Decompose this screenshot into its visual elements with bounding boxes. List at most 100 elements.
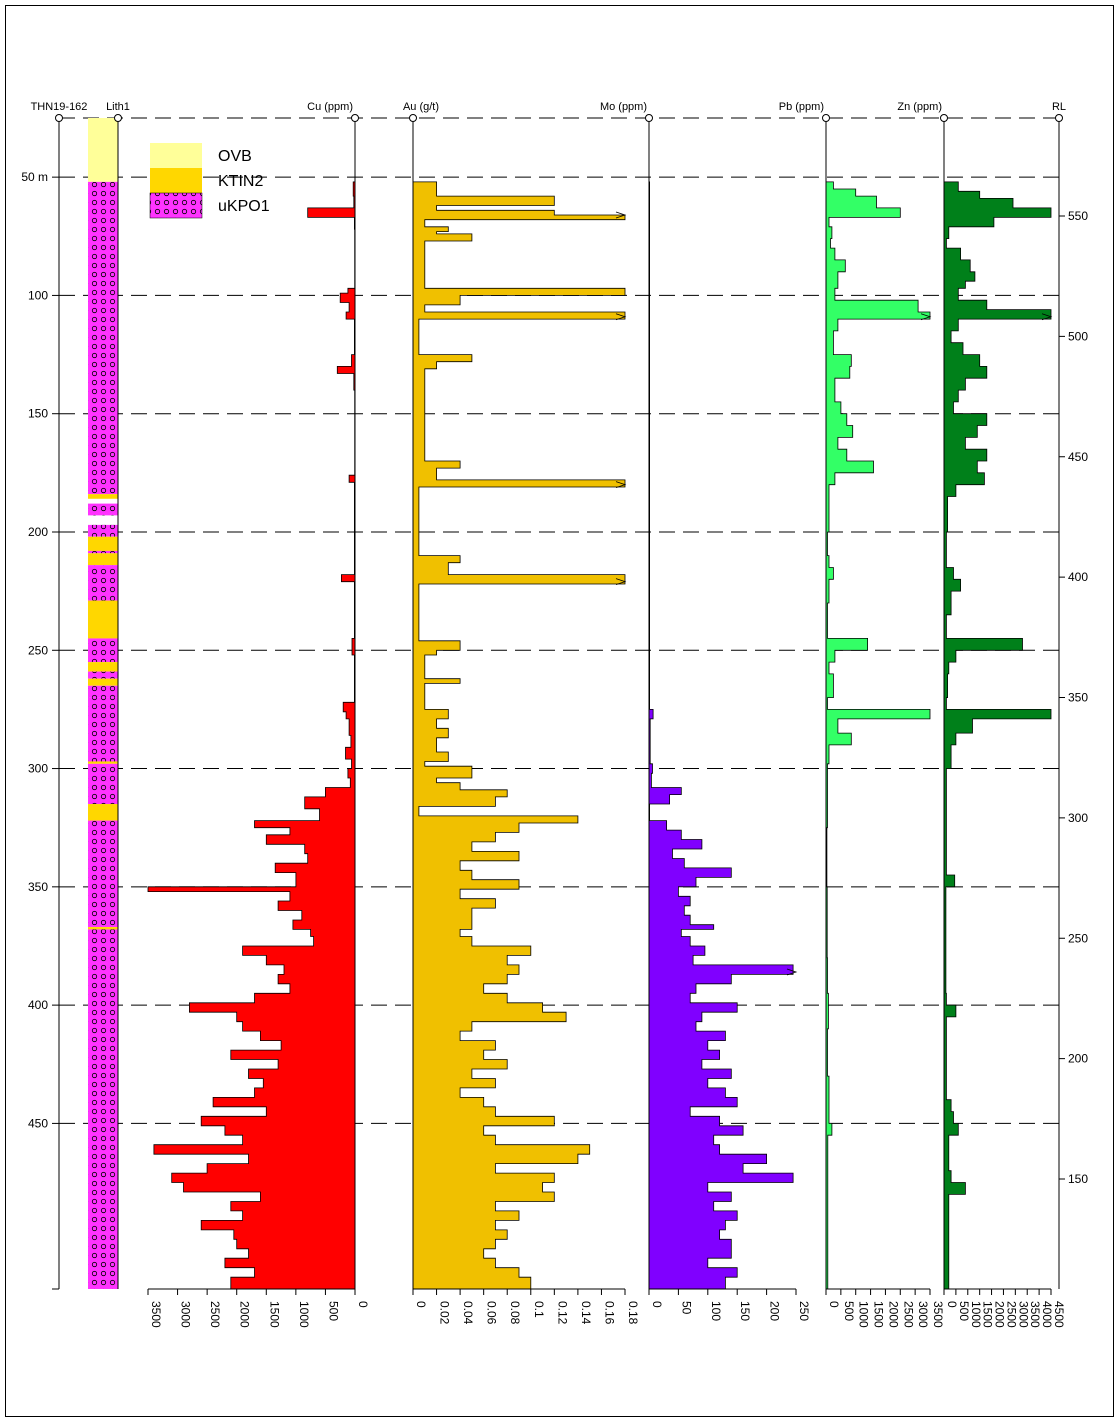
series-x-tick-label: 500 [326, 1301, 340, 1321]
lith-interval-ukpo1 [88, 638, 118, 663]
rl-header-label: RL [1052, 101, 1066, 113]
series-x-tick-label: 2500 [1004, 1301, 1018, 1328]
lith-interval-ukpo1 [88, 697, 118, 762]
series-x-tick-label: 4500 [1052, 1301, 1066, 1328]
series-x-tick-label: 0 [356, 1301, 370, 1308]
legend-swatch-ovb [150, 143, 202, 168]
series-x-tick-label: 500 [957, 1301, 971, 1321]
depth-tick-label: 150 [28, 407, 48, 421]
series-header-label: Pb (ppm) [779, 101, 824, 113]
rl-tick-label: 300 [1068, 811, 1088, 825]
lith-interval-ukpo1 [88, 503, 118, 516]
lith-interval-ukpo1 [88, 685, 118, 698]
depth-tick-label: 400 [28, 998, 48, 1012]
series-x-tick-label: 0.12 [555, 1301, 569, 1325]
lith-interval-ktin2 [88, 761, 118, 764]
series-x-tick-label: 2500 [901, 1301, 915, 1328]
lith-interval-ukpo1 [88, 763, 118, 805]
depth-tick-label: 200 [28, 525, 48, 539]
overflow-arrow [1041, 313, 1053, 321]
lith-axis-marker [114, 114, 122, 122]
lith-interval-ukpo1 [88, 671, 118, 679]
series-header-label: Zn (ppm) [897, 101, 942, 113]
series-x-tick-label: 500 [842, 1301, 856, 1321]
lith-header-label: Lith1 [106, 101, 130, 113]
rl-tick-label: 150 [1068, 1172, 1088, 1186]
depth-tick-label: 100 [28, 288, 48, 302]
series-axis-marker [409, 114, 417, 122]
series-axis-marker [940, 114, 948, 122]
legend-swatch-ukpo1 [149, 192, 203, 219]
series-x-tick-label: 0 [945, 1301, 959, 1308]
series-x-tick-label: 50 [679, 1301, 693, 1315]
series-header-label: Au (g/t) [403, 101, 439, 113]
legend-label-ktin2: KTIN2 [218, 173, 263, 190]
series-area [412, 181, 626, 1290]
series-x-tick-label: 150 [738, 1301, 752, 1321]
lith-interval-ukpo1 [88, 181, 118, 495]
series-x-tick-label: 1500 [267, 1301, 281, 1328]
overflow-arrow [920, 313, 932, 321]
series-x-tick-label: 0.02 [438, 1301, 452, 1325]
lith-interval-ktin2 [88, 804, 118, 821]
legend-label-ukpo1: uKPO1 [218, 198, 270, 215]
series-au [412, 181, 627, 1290]
series-x-tick-label: 0.14 [579, 1301, 593, 1325]
labels: THN19-162 Lith1 RL 50 m 100 150 200 250 300 35… [21, 101, 1088, 1328]
series-mo [648, 181, 798, 1290]
series-x-tick-label: 1500 [981, 1301, 995, 1328]
lith-interval-ovb [88, 118, 118, 182]
overflow-arrow [615, 211, 627, 219]
lith-interval-ukpo1 [88, 820, 118, 928]
series-x-tick-label: 3500 [1028, 1301, 1042, 1328]
legend-swatch-ktin2 [150, 168, 202, 193]
overflow-arrow [615, 313, 627, 321]
series-x-tick-label: 100 [709, 1301, 723, 1321]
legend-label-ovb: OVB [218, 148, 252, 165]
series-x-tick-label: 2000 [993, 1301, 1007, 1328]
rl-tick-label: 500 [1068, 329, 1088, 343]
depth-axis-marker [55, 114, 63, 122]
series-header-label: Mo (ppm) [600, 101, 647, 113]
series-x-tick-label: 2000 [238, 1301, 252, 1328]
overflow-arrow [615, 578, 627, 586]
hole-id-label: THN19-162 [31, 101, 88, 113]
axes [52, 114, 1065, 1295]
series-x-tick-label: 0 [650, 1301, 664, 1308]
series-x-tick-label: 0.06 [485, 1301, 499, 1325]
series-area [648, 181, 794, 1290]
lithology-legend: OVB KTIN2 uKPO1 [149, 143, 270, 219]
series-axis-marker [645, 114, 653, 122]
lith-interval-ktin2 [88, 536, 118, 551]
series-pb [825, 181, 932, 1290]
rl-tick-label: 250 [1068, 931, 1088, 945]
assay-series [147, 181, 1053, 1290]
depth-tick-label: 350 [28, 880, 48, 894]
series-x-tick-label: 0 [414, 1301, 428, 1308]
rl-tick-label: 400 [1068, 570, 1088, 584]
lithology-column [88, 118, 118, 1289]
lith-interval-ktin2 [88, 553, 118, 566]
lith-interval-blank [88, 515, 118, 525]
overflow-arrow [615, 481, 627, 489]
lith-interval-ktin2 [88, 662, 118, 672]
series-x-tick-label: 1000 [857, 1301, 871, 1328]
series-x-tick-label: 0.04 [461, 1301, 475, 1325]
rl-axis-marker [1055, 114, 1063, 122]
series-axis-marker [351, 114, 359, 122]
depth-gridlines [59, 117, 1059, 1124]
series-x-tick-label: 1500 [872, 1301, 886, 1328]
lith-interval-ukpo1 [88, 929, 118, 1289]
lith-interval-ktin2 [88, 494, 118, 499]
series-x-tick-label: 3500 [149, 1301, 163, 1328]
series-x-tick-label: 0 [827, 1301, 841, 1308]
series-x-tick-label: 4000 [1040, 1301, 1054, 1328]
series-x-tick-label: 0.16 [602, 1301, 616, 1325]
chart-frame [5, 5, 1114, 1417]
depth-tick-label: 250 [28, 643, 48, 657]
series-x-tick-label: 3000 [916, 1301, 930, 1328]
lith-interval-ukpo1 [88, 565, 118, 601]
series-x-tick-label: 0.1 [532, 1301, 546, 1318]
series-x-tick-label: 3000 [179, 1301, 193, 1328]
